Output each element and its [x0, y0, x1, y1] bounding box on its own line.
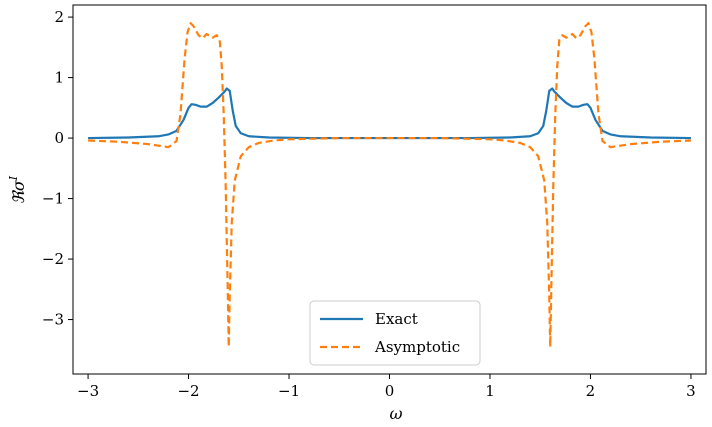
- x-tick-label: 3: [686, 382, 696, 400]
- y-tick-label: −2: [42, 250, 64, 268]
- legend-box: [309, 300, 481, 366]
- x-tick-label: 2: [586, 382, 596, 400]
- x-tick-label: 1: [485, 382, 495, 400]
- y-axis-label-main: ℜσ: [9, 179, 28, 204]
- x-axis-label: ω: [389, 404, 402, 423]
- series-layer: [88, 22, 691, 348]
- y-axis-label: ℜσI: [7, 175, 28, 204]
- x-tick-label: −3: [77, 382, 99, 400]
- x-tick-label: 0: [385, 382, 395, 400]
- y-tick-label: 0: [54, 129, 64, 147]
- tick-layer: −3 −2 −1 0 1 2 3 −3 −2 −1 0 1 2: [42, 8, 696, 400]
- x-tick-label: −2: [177, 382, 199, 400]
- legend-label-asymptotic: Asymptotic: [374, 338, 460, 356]
- y-tick-label: 2: [54, 8, 64, 26]
- x-tick-label: −1: [278, 382, 300, 400]
- y-tick-label: 1: [54, 69, 64, 87]
- y-tick-label: −3: [42, 311, 64, 329]
- y-axis-label-superscript: I: [7, 175, 20, 181]
- series-line-asymptotic: [88, 22, 691, 348]
- legend-label-exact: Exact: [375, 310, 418, 328]
- y-tick-label: −1: [42, 190, 64, 208]
- legend: Exact Asymptotic: [309, 300, 481, 366]
